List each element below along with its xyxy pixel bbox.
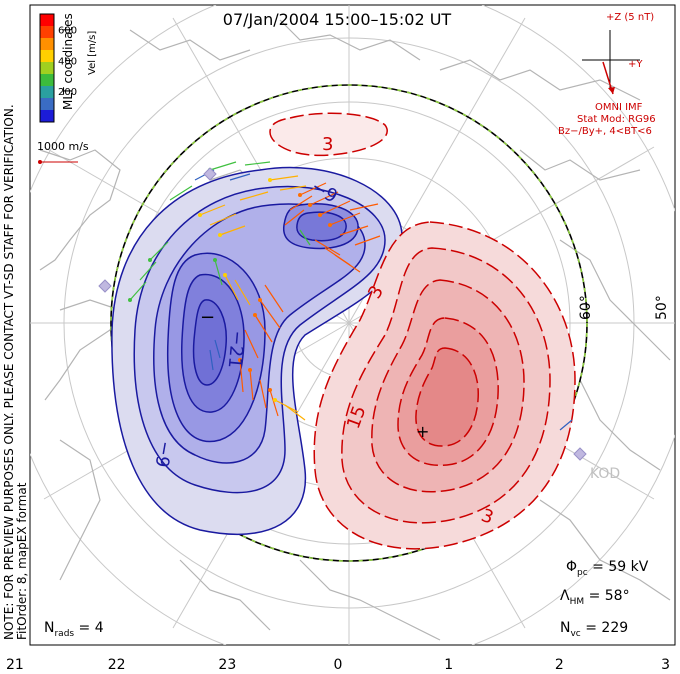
maximum-marker: + xyxy=(416,422,429,441)
colorbar-swatch xyxy=(40,62,54,75)
model-line1: Stat Mod: RG96 xyxy=(577,114,656,125)
colorbar-border xyxy=(39,13,55,123)
negative-potential-cell xyxy=(111,166,403,536)
colorbar-swatch xyxy=(40,74,54,87)
latitude-label: 60° xyxy=(578,295,594,320)
model-line2: Bz−/By+, 4<BT<6 xyxy=(558,126,652,137)
radar-markers xyxy=(98,167,587,461)
contour-label-neg: −9 xyxy=(150,439,175,469)
colorbar-swatch xyxy=(40,98,54,111)
ref-vector-dot xyxy=(38,160,42,164)
note-line: NOTE: FOR PREVIEW PURPOSES ONLY. PLEASE … xyxy=(2,104,16,640)
hm-boundary-dash xyxy=(110,84,588,562)
colorbar-title: Vel [m/s] xyxy=(87,31,98,75)
mlt-tick-label: 2 xyxy=(555,657,564,673)
colorbar-swatch xyxy=(40,26,54,39)
imf-label: OMNI IMF xyxy=(595,102,643,113)
minimum-marker: − xyxy=(200,307,215,328)
mlt-axis: 21 22 23 0 1 2 3 xyxy=(6,657,670,673)
mlt-tick-label: 3 xyxy=(661,657,670,673)
colorbar-swatch xyxy=(40,14,54,27)
svg-text:Nvc = 229: Nvc = 229 xyxy=(560,620,628,639)
colorbar-tick-label: 600 xyxy=(58,25,77,36)
stat-n-vc: Nvc = 229 xyxy=(560,620,628,639)
colorbar: 200 400 600 xyxy=(39,13,77,123)
coords-label: MLT coordinates xyxy=(61,13,75,110)
imf-y-axis-label: +Y xyxy=(628,59,643,70)
colorbar-tick-label: 400 xyxy=(58,56,77,67)
colorbar-swatch xyxy=(40,86,54,99)
radar-label: KOD xyxy=(590,466,620,482)
contour-label-neg: −21 xyxy=(224,330,248,370)
coastlines xyxy=(39,19,671,641)
imf-z-axis-label: +Z (5 nT) xyxy=(606,12,654,23)
mlt-tick-label: 22 xyxy=(108,657,126,673)
ref-vector-label: 1000 m/s xyxy=(37,140,89,153)
mlt-tick-label: 21 xyxy=(6,657,24,673)
positive-potential-cell xyxy=(269,112,576,550)
mlt-tick-label: 1 xyxy=(444,657,453,673)
colorbar-swatch xyxy=(40,50,54,63)
mlt-tick-label: 23 xyxy=(218,657,236,673)
imf-clock xyxy=(582,30,640,95)
mlt-tick-label: 0 xyxy=(334,657,343,673)
colorbar-swatch xyxy=(40,110,54,123)
velocity-vectors xyxy=(128,161,573,431)
map-title: 07/Jan/2004 15:00–15:02 UT xyxy=(223,10,452,29)
note-line: FitOrder: 8, mapEX format xyxy=(15,482,29,640)
latitude-label: 50° xyxy=(654,295,670,320)
contour-label-pos: 3 xyxy=(322,134,333,155)
colorbar-tick-label: 200 xyxy=(58,87,77,98)
colorbar-swatch xyxy=(40,38,54,51)
